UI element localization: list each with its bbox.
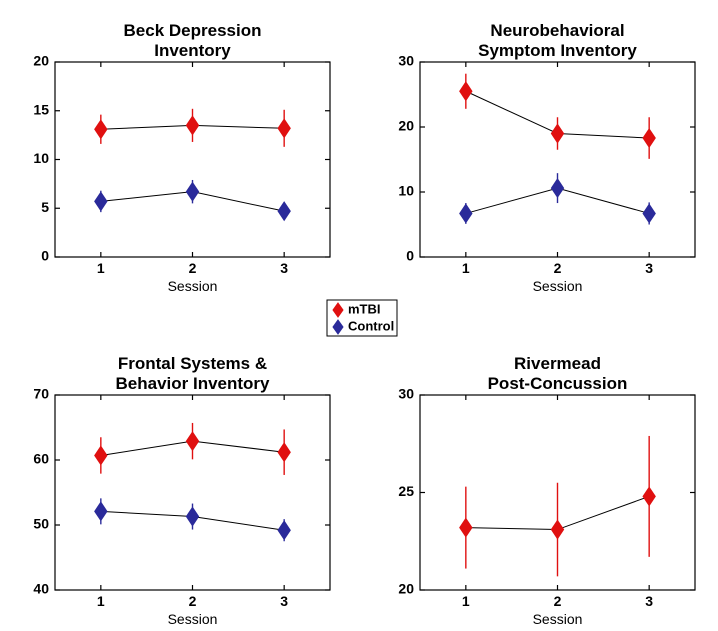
xtick-label: 1 <box>97 260 105 276</box>
xtick-label: 3 <box>645 260 653 276</box>
figure-container: 05101520123SessionBeck DepressionInvento… <box>0 0 718 631</box>
x-axis-label: Session <box>533 278 583 294</box>
ytick-label: 10 <box>33 150 49 166</box>
ytick-label: 0 <box>406 248 414 264</box>
panel-title: Inventory <box>154 41 231 60</box>
figure-svg: 05101520123SessionBeck DepressionInvento… <box>0 0 718 631</box>
xtick-label: 2 <box>554 593 562 609</box>
ytick-label: 50 <box>33 516 49 532</box>
legend-label: Control <box>348 318 394 333</box>
ytick-label: 0 <box>41 248 49 264</box>
ytick-label: 40 <box>33 581 49 597</box>
x-axis-label: Session <box>168 278 218 294</box>
ytick-label: 70 <box>33 386 49 402</box>
ytick-label: 20 <box>398 118 414 134</box>
ytick-label: 10 <box>398 183 414 199</box>
xtick-label: 3 <box>645 593 653 609</box>
panel-title: Beck Depression <box>124 21 262 40</box>
ytick-label: 5 <box>41 199 49 215</box>
ytick-label: 20 <box>33 53 49 69</box>
x-axis-label: Session <box>533 611 583 627</box>
x-axis-label: Session <box>168 611 218 627</box>
ytick-label: 30 <box>398 53 414 69</box>
xtick-label: 2 <box>189 260 197 276</box>
ytick-label: 30 <box>398 386 414 402</box>
panel-title: Frontal Systems & <box>118 354 267 373</box>
xtick-label: 2 <box>189 593 197 609</box>
panel-title: Rivermead <box>514 354 601 373</box>
legend-label: mTBI <box>348 301 381 316</box>
xtick-label: 1 <box>97 593 105 609</box>
ytick-label: 20 <box>398 581 414 597</box>
xtick-label: 1 <box>462 260 470 276</box>
panel-title: Neurobehavioral <box>490 21 624 40</box>
legend: mTBI Control <box>327 300 397 336</box>
panel-title: Post-Concussion <box>488 374 628 393</box>
panel-title: Symptom Inventory <box>478 41 637 60</box>
xtick-label: 3 <box>280 260 288 276</box>
ytick-label: 60 <box>33 451 49 467</box>
xtick-label: 3 <box>280 593 288 609</box>
xtick-label: 2 <box>554 260 562 276</box>
ytick-label: 25 <box>398 483 414 499</box>
ytick-label: 15 <box>33 101 49 117</box>
xtick-label: 1 <box>462 593 470 609</box>
panel-title: Behavior Inventory <box>116 374 271 393</box>
